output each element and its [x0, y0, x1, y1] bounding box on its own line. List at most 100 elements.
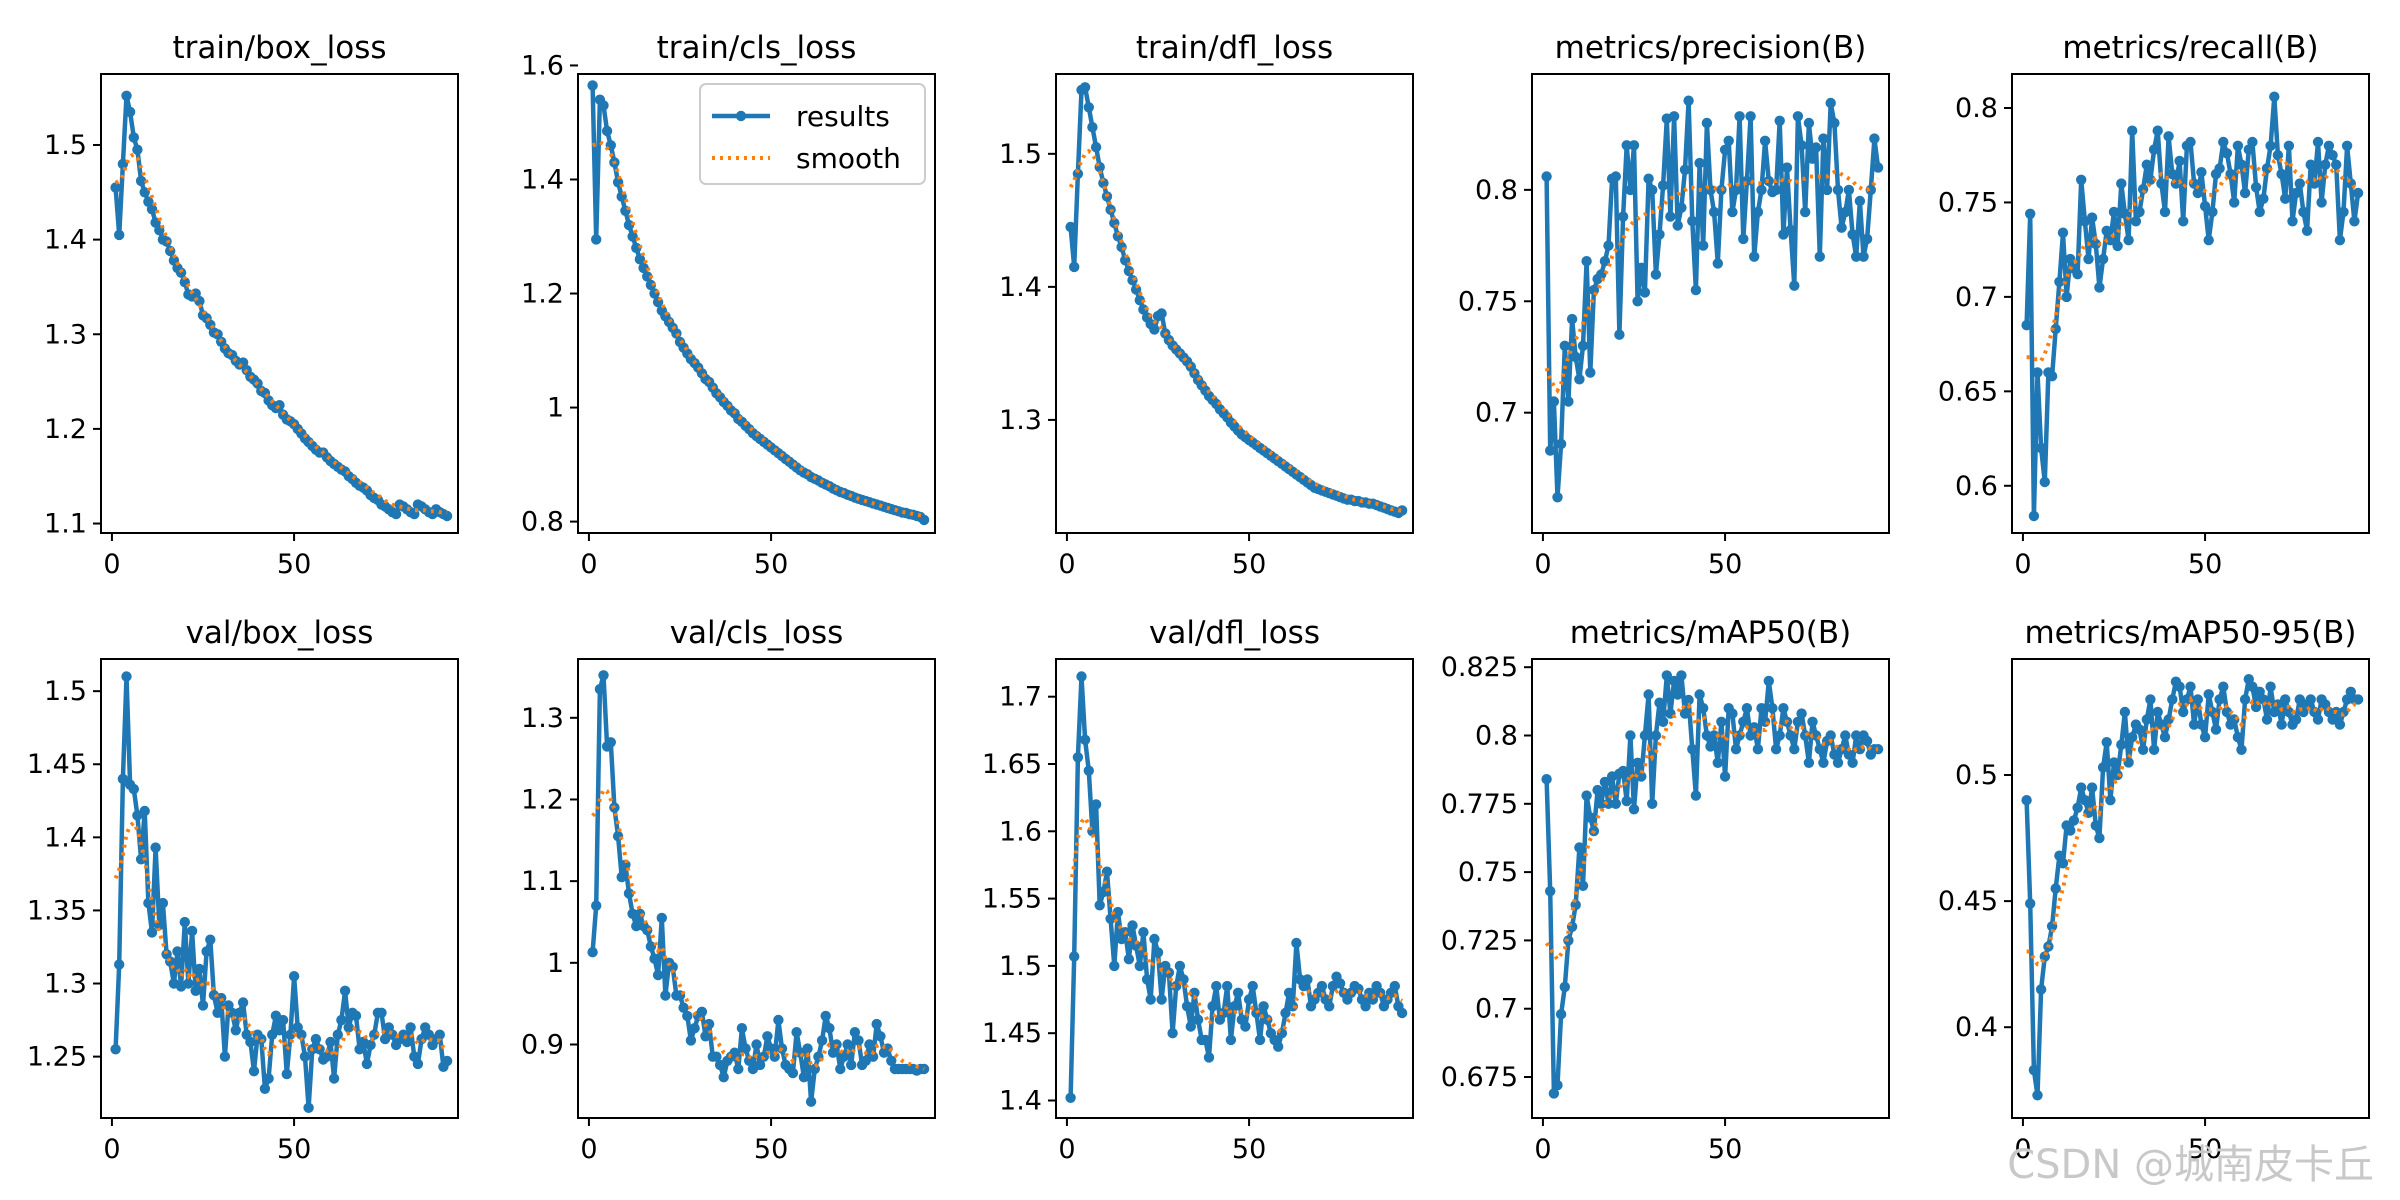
results-point: [842, 1039, 853, 1050]
results-point: [802, 1043, 813, 1054]
results-point: [1759, 716, 1771, 727]
results-point: [2334, 719, 2346, 730]
results-point: [1774, 730, 1785, 741]
results-point: [2134, 724, 2145, 735]
results-point: [117, 158, 129, 170]
results-point: [1679, 708, 1691, 719]
results-point: [2101, 737, 2112, 748]
results-point: [1792, 716, 1804, 727]
results-point: [1647, 184, 1658, 196]
results-point: [2236, 744, 2247, 755]
legend-box: [699, 83, 926, 185]
results-point: [1621, 795, 1632, 807]
results-point: [1716, 716, 1727, 727]
results-point: [2152, 125, 2163, 136]
results-point: [175, 267, 187, 278]
results-point: [594, 684, 606, 695]
results-point: [263, 1073, 274, 1084]
results-point: [2050, 883, 2061, 894]
results-point: [1559, 340, 1571, 351]
smooth-line: [1068, 814, 1404, 1035]
results-point: [2261, 163, 2273, 174]
y-tick-label: 1.4: [999, 1086, 1042, 1117]
subplot-title: metrics/recall(B): [2062, 30, 2318, 66]
x-tick-label: 0: [1058, 549, 1075, 580]
results-point: [288, 971, 300, 982]
results-point: [689, 1022, 700, 1034]
results-point: [598, 670, 609, 681]
results-point: [631, 920, 642, 932]
y-tick-label: 0.9: [521, 1029, 564, 1060]
results-point: [2174, 681, 2185, 692]
results-point: [110, 1044, 121, 1055]
results-point: [1657, 716, 1669, 727]
y-tick-label: 0.8: [1955, 93, 1998, 124]
results-point: [758, 1051, 769, 1062]
results-point: [751, 1039, 762, 1050]
results-point: [1650, 269, 1662, 280]
results-point: [2258, 694, 2269, 705]
results-point: [274, 1025, 285, 1036]
results-point: [2221, 706, 2233, 718]
results-point: [1094, 900, 1105, 911]
results-point: [762, 1031, 773, 1042]
results-point: [820, 1010, 831, 1022]
results-point: [1719, 771, 1731, 782]
results-point: [645, 279, 657, 291]
results-point: [1668, 675, 1680, 687]
results-point: [1738, 233, 1749, 245]
results-point: [736, 1022, 748, 1034]
results-point: [2057, 858, 2069, 869]
results-point: [2141, 714, 2152, 725]
plot-frame: [577, 658, 936, 1119]
results-point: [114, 959, 125, 970]
subplot-10: metrics/mAP50-95(B) 0 50 0.4 0.45 0.5: [1938, 615, 2370, 1165]
results-point: [1127, 275, 1138, 286]
smooth-line: [591, 140, 925, 518]
results-point: [2119, 208, 2131, 219]
results-point: [2349, 216, 2360, 227]
results-point: [2290, 187, 2302, 199]
results-point: [700, 1031, 711, 1042]
results-point: [183, 978, 194, 989]
results-point: [1730, 744, 1742, 755]
results-point: [2265, 681, 2276, 692]
results-point: [2028, 1064, 2040, 1076]
results-point: [1789, 744, 1800, 755]
results-point: [827, 1047, 839, 1058]
results-point: [2305, 159, 2316, 170]
results-point: [2203, 689, 2214, 700]
x-tick-label: 0: [2014, 1134, 2031, 1165]
results-point: [146, 204, 158, 215]
results-point: [798, 1072, 810, 1083]
results-point: [685, 1035, 697, 1046]
results-point: [2283, 140, 2295, 151]
results-point: [2127, 732, 2138, 743]
x-tick-label: 50: [277, 1134, 311, 1165]
results-point: [2148, 144, 2160, 155]
results-point: [441, 1055, 453, 1067]
y-tick-label: 0.4: [1955, 1012, 1998, 1043]
results-point: [328, 1073, 340, 1084]
results-point: [1694, 157, 1705, 169]
results-point: [2312, 714, 2324, 725]
results-point: [2090, 820, 2101, 831]
y-tick-label: 1.4: [44, 225, 87, 256]
results-point: [2123, 235, 2134, 246]
results-point: [2065, 825, 2076, 836]
results-point: [1800, 206, 1811, 218]
x-tick-label: 0: [1534, 549, 1551, 580]
y-tick-label: 1.3: [521, 703, 564, 734]
smooth-line: [1068, 148, 1403, 513]
y-tick-label: 1.2: [44, 414, 87, 445]
results-point: [1548, 396, 1560, 407]
results-point: [1643, 173, 1654, 184]
y-tick-label: 0.7: [1955, 282, 1998, 313]
results-point: [2163, 131, 2174, 142]
results-point: [1851, 251, 1862, 262]
results-point: [2294, 178, 2305, 189]
results-point: [2178, 706, 2189, 718]
y-tick-label: 1: [547, 948, 564, 979]
results-point: [1628, 140, 1640, 151]
